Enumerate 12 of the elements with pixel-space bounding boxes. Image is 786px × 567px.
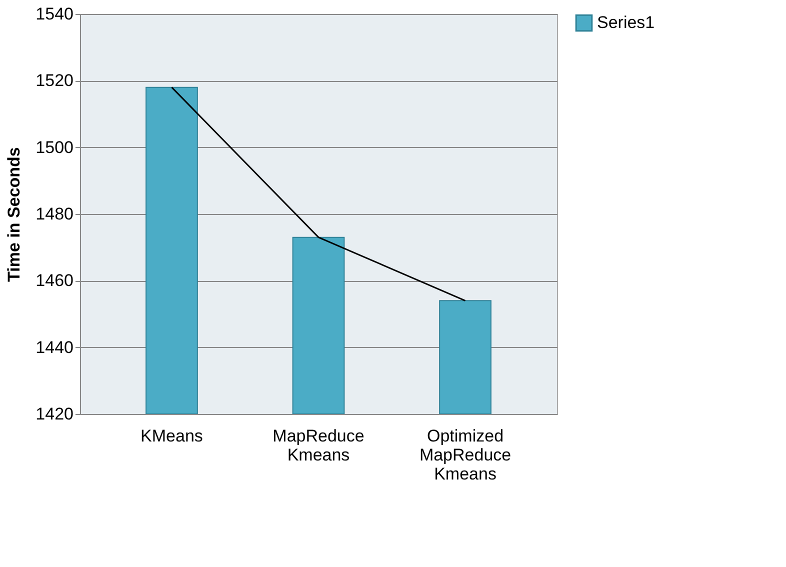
legend-label: Series1: [597, 13, 655, 32]
x-tick-label: KMeans: [140, 426, 203, 446]
y-tick-label: 1460: [36, 271, 74, 290]
y-tick-label: 1540: [36, 4, 74, 24]
x-tick-label: MapReduce Kmeans: [272, 426, 364, 464]
y-tick-label: 1480: [36, 204, 74, 224]
y-axis-title: Time in Seconds: [4, 147, 24, 282]
x-tick-label: Optimized MapReduce Kmeans: [419, 426, 512, 484]
y-tick-label: 1420: [36, 404, 74, 424]
y-tick-label: 1440: [36, 338, 74, 357]
y-tick-label: 1500: [36, 138, 74, 157]
y-tick-label: 1520: [36, 71, 74, 90]
